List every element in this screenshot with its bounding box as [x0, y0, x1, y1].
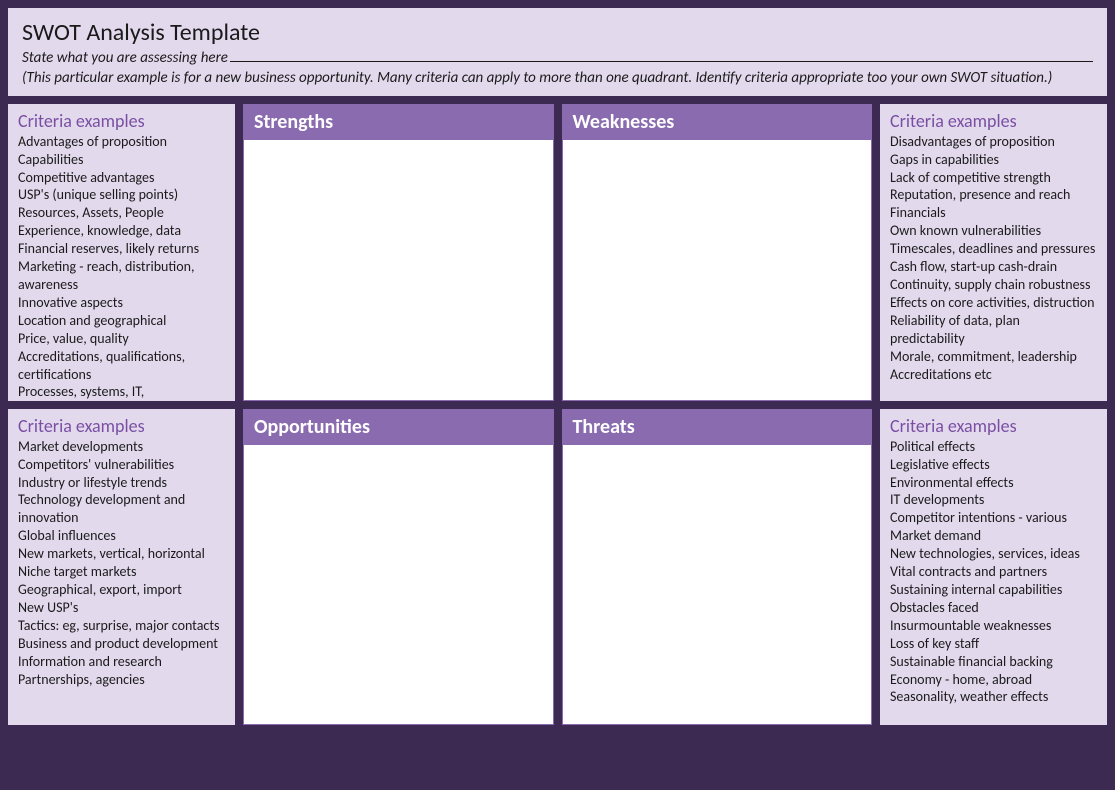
list-item: Obstacles faced	[890, 599, 1097, 617]
quadrant-threats: Threats	[562, 409, 873, 725]
criteria-list-weaknesses: Disadvantages of propositionGaps in capa…	[890, 133, 1097, 384]
quadrant-header: Opportunities	[244, 410, 553, 445]
criteria-weaknesses: Criteria examples Disadvantages of propo…	[880, 104, 1107, 401]
list-item: Environmental effects	[890, 474, 1097, 492]
list-item: Industry or lifestyle trends	[18, 474, 225, 492]
criteria-list-strengths: Advantages of propositionCapabilitiesCom…	[18, 133, 225, 401]
list-item: Loss of key staff	[890, 635, 1097, 653]
list-item: Innovative aspects	[18, 294, 225, 312]
criteria-title: Criteria examples	[890, 415, 1097, 437]
quadrant-header: Strengths	[244, 105, 553, 140]
list-item: Competitors' vulnerabilities	[18, 456, 225, 474]
list-item: Global influences	[18, 527, 225, 545]
list-item: Lack of competitive strength	[890, 169, 1097, 187]
subtitle-row: State what you are assessing here	[22, 49, 1093, 67]
page-title: SWOT Analysis Template	[22, 18, 1093, 47]
subtitle-underline	[230, 61, 1093, 62]
list-item: Accreditations, qualifications, certific…	[18, 348, 225, 384]
list-item: New USP's	[18, 599, 225, 617]
list-item: Marketing - reach, distribution, awarene…	[18, 258, 225, 294]
quadrant-body-opportunities[interactable]	[244, 445, 553, 724]
list-item: USP's (unique selling points)	[18, 186, 225, 204]
criteria-threats: Criteria examples Political effectsLegis…	[880, 409, 1107, 725]
list-item: Financials	[890, 204, 1097, 222]
list-item: Information and research	[18, 653, 225, 671]
list-item: Gaps in capabilities	[890, 151, 1097, 169]
list-item: Reliability of data, plan predictability	[890, 312, 1097, 348]
list-item: Reputation, presence and reach	[890, 186, 1097, 204]
list-item: Political effects	[890, 438, 1097, 456]
list-item: Own known vulnerabilities	[890, 222, 1097, 240]
list-item: Processes, systems, IT, communications	[18, 383, 225, 400]
list-item: IT developments	[890, 491, 1097, 509]
list-item: Continuity, supply chain robustness	[890, 276, 1097, 294]
list-item: Market developments	[18, 438, 225, 456]
quadrant-strengths: Strengths	[243, 104, 554, 401]
instruction-text: (This particular example is for a new bu…	[22, 69, 1093, 88]
list-item: Vital contracts and partners	[890, 563, 1097, 581]
list-item: Geographical, export, import	[18, 581, 225, 599]
list-item: Technology development and innovation	[18, 491, 225, 527]
list-item: Partnerships, agencies	[18, 671, 225, 689]
quadrant-body-weaknesses[interactable]	[563, 140, 872, 400]
criteria-strengths: Criteria examples Advantages of proposit…	[8, 104, 235, 401]
quadrant-header: Threats	[563, 410, 872, 445]
list-item: Effects on core activities, distruction	[890, 294, 1097, 312]
criteria-title: Criteria examples	[18, 415, 225, 437]
quadrant-weaknesses: Weaknesses	[562, 104, 873, 401]
list-item: New markets, vertical, horizontal	[18, 545, 225, 563]
list-item: Sustainable financial backing	[890, 653, 1097, 671]
list-item: Experience, knowledge, data	[18, 222, 225, 240]
list-item: Sustaining internal capabilities	[890, 581, 1097, 599]
list-item: Competitive advantages	[18, 169, 225, 187]
list-item: Business and product development	[18, 635, 225, 653]
criteria-title: Criteria examples	[18, 110, 225, 132]
list-item: Legislative effects	[890, 456, 1097, 474]
list-item: Economy - home, abroad	[890, 671, 1097, 689]
criteria-title: Criteria examples	[890, 110, 1097, 132]
list-item: Capabilities	[18, 151, 225, 169]
list-item: Timescales, deadlines and pressures	[890, 240, 1097, 258]
header-panel: SWOT Analysis Template State what you ar…	[8, 8, 1107, 96]
list-item: New technologies, services, ideas	[890, 545, 1097, 563]
list-item: Cash flow, start-up cash-drain	[890, 258, 1097, 276]
list-item: Niche target markets	[18, 563, 225, 581]
list-item: Financial reserves, likely returns	[18, 240, 225, 258]
subtitle-text: State what you are assessing here	[22, 49, 228, 67]
criteria-list-threats: Political effectsLegislative effectsEnvi…	[890, 438, 1097, 707]
quadrant-body-threats[interactable]	[563, 445, 872, 724]
quadrant-body-strengths[interactable]	[244, 140, 553, 400]
swot-grid: Criteria examples Advantages of proposit…	[8, 104, 1107, 725]
criteria-opportunities: Criteria examples Market developmentsCom…	[8, 409, 235, 725]
list-item: Accreditations etc	[890, 366, 1097, 384]
quadrant-opportunities: Opportunities	[243, 409, 554, 725]
list-item: Location and geographical	[18, 312, 225, 330]
criteria-list-opportunities: Market developmentsCompetitors' vulnerab…	[18, 438, 225, 689]
list-item: Market demand	[890, 527, 1097, 545]
list-item: Competitor intentions - various	[890, 509, 1097, 527]
list-item: Resources, Assets, People	[18, 204, 225, 222]
list-item: Seasonality, weather effects	[890, 688, 1097, 706]
list-item: Insurmountable weaknesses	[890, 617, 1097, 635]
list-item: Morale, commitment, leadership	[890, 348, 1097, 366]
list-item: Advantages of proposition	[18, 133, 225, 151]
list-item: Tactics: eg, surprise, major contacts	[18, 617, 225, 635]
quadrant-header: Weaknesses	[563, 105, 872, 140]
list-item: Disadvantages of proposition	[890, 133, 1097, 151]
list-item: Price, value, quality	[18, 330, 225, 348]
